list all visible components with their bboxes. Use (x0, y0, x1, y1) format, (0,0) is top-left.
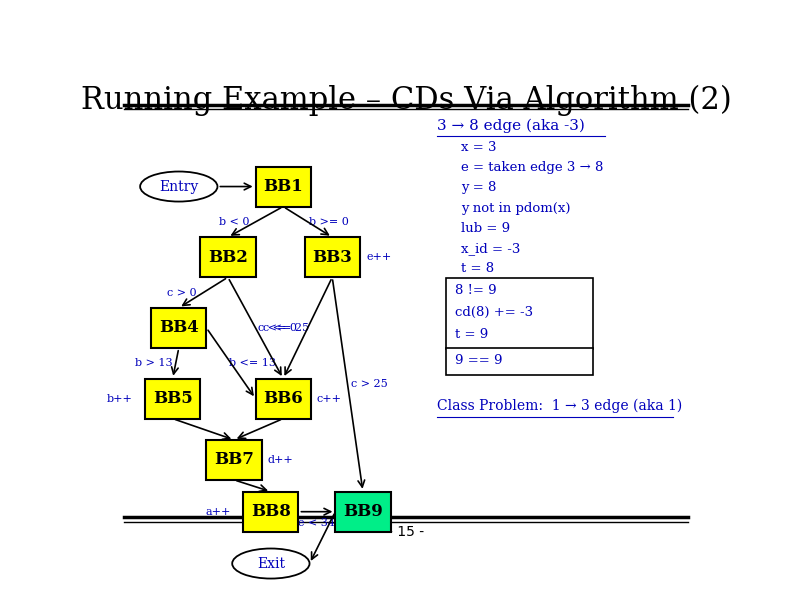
Text: BB8: BB8 (251, 503, 291, 520)
FancyBboxPatch shape (446, 278, 593, 349)
Text: b >= 0: b >= 0 (309, 217, 349, 227)
Text: BB6: BB6 (263, 390, 303, 407)
Text: y not in pdom(x): y not in pdom(x) (461, 201, 571, 215)
Text: 9 == 9: 9 == 9 (455, 354, 502, 367)
Text: c++: c++ (317, 394, 342, 403)
Text: y = 8: y = 8 (461, 181, 497, 195)
Text: c <= 0: c <= 0 (257, 323, 296, 333)
Text: b < 0: b < 0 (219, 217, 249, 227)
FancyBboxPatch shape (243, 491, 299, 532)
FancyBboxPatch shape (207, 440, 261, 480)
FancyBboxPatch shape (446, 348, 593, 375)
Text: b++: b++ (107, 394, 133, 403)
Text: BB3: BB3 (312, 248, 352, 266)
FancyBboxPatch shape (305, 237, 360, 277)
Text: t = 9: t = 9 (455, 329, 488, 341)
Text: Entry: Entry (159, 179, 199, 193)
Text: BB9: BB9 (343, 503, 383, 520)
Text: Class Problem:  1 → 3 edge (aka 1): Class Problem: 1 → 3 edge (aka 1) (436, 398, 682, 413)
Text: BB1: BB1 (263, 178, 303, 195)
Text: t = 8: t = 8 (461, 263, 494, 275)
Text: b <= 13: b <= 13 (229, 358, 276, 368)
FancyBboxPatch shape (145, 379, 200, 419)
Text: Running Example – CDs Via Algorithm (2): Running Example – CDs Via Algorithm (2) (81, 85, 731, 116)
Ellipse shape (140, 171, 218, 201)
Text: BB5: BB5 (153, 390, 192, 407)
Text: b > 13: b > 13 (135, 358, 173, 368)
Text: BB2: BB2 (208, 248, 248, 266)
Text: c > 0: c > 0 (167, 288, 196, 297)
FancyBboxPatch shape (151, 308, 207, 348)
Text: c <= 25: c <= 25 (263, 323, 309, 333)
Text: c > 25: c > 25 (351, 379, 387, 389)
Text: a++: a++ (206, 507, 231, 517)
Text: 8 != 9: 8 != 9 (455, 284, 497, 297)
FancyBboxPatch shape (200, 237, 256, 277)
Text: lub = 9: lub = 9 (461, 222, 510, 235)
Text: BB4: BB4 (159, 319, 199, 337)
Text: e = taken edge 3 → 8: e = taken edge 3 → 8 (461, 161, 604, 174)
Text: Exit: Exit (257, 556, 285, 570)
Text: x_id = -3: x_id = -3 (461, 242, 520, 255)
Text: - 15 -: - 15 - (388, 525, 424, 539)
Ellipse shape (232, 548, 310, 578)
FancyBboxPatch shape (335, 491, 390, 532)
FancyBboxPatch shape (256, 379, 310, 419)
FancyBboxPatch shape (256, 166, 310, 207)
Text: x = 3: x = 3 (461, 141, 497, 154)
Text: d++: d++ (268, 455, 294, 465)
Text: cd(8) += -3: cd(8) += -3 (455, 306, 533, 319)
Text: BB7: BB7 (214, 452, 254, 468)
Text: 3 → 8 edge (aka -3): 3 → 8 edge (aka -3) (436, 118, 584, 133)
Text: e++: e++ (366, 252, 391, 262)
Text: e < 34: e < 34 (299, 518, 335, 529)
